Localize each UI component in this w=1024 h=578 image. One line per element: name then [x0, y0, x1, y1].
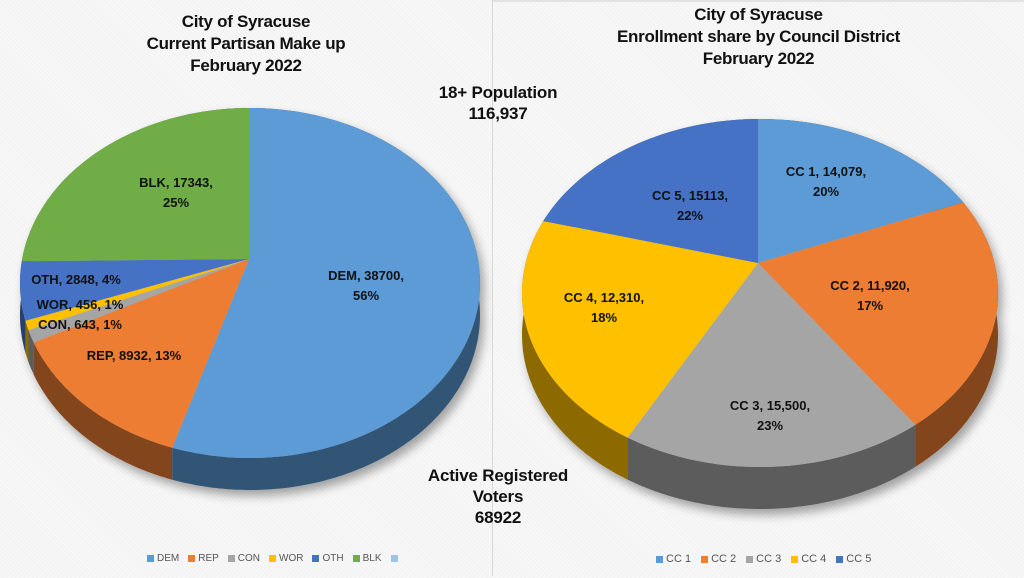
active-voters-note: Active Registered Voters 68922	[388, 465, 608, 528]
legend-label: CC 4	[801, 553, 827, 565]
pie-slice-oth[interactable]	[20, 259, 249, 321]
right-title-line-3: February 2022	[702, 49, 815, 68]
legend-item-wor: WOR	[269, 553, 303, 564]
data-label-dem: DEM, 38700, 56%	[328, 268, 404, 303]
pie-side-wor	[25, 320, 29, 362]
legend-item-blk: BLK	[352, 553, 382, 564]
legend-label: CC 2	[711, 553, 737, 565]
legend-label: OTH	[322, 553, 344, 564]
pie-side-rep	[33, 342, 173, 480]
legend-item-cc-5: CC 5	[836, 553, 871, 565]
pie-slice-rep[interactable]	[33, 259, 250, 448]
legend-label: WOR	[279, 553, 304, 564]
council-district-pie-chart	[522, 119, 998, 509]
pie-slice-blk[interactable]	[21, 108, 249, 262]
legend-label: CC 5	[846, 553, 872, 565]
legend-item-rep: REP	[188, 553, 219, 564]
right-chart-panel	[493, 0, 1024, 578]
legend-label: DEM	[157, 553, 180, 564]
pie-slice-wor[interactable]	[25, 259, 250, 330]
left-title-line-2: Current Partisan Make up	[146, 34, 346, 53]
population-label: 18+ Population	[438, 83, 558, 102]
voters-line-3: 68922	[474, 508, 522, 527]
legend-label: CON	[237, 553, 261, 564]
legend-swatch	[746, 555, 754, 563]
legend-item-cc-2: CC 2	[701, 553, 736, 565]
legend-swatch	[701, 555, 709, 563]
legend-swatch	[188, 555, 196, 562]
right-title-line-1: City of Syracuse	[694, 5, 823, 24]
pie-slice-cc-5[interactable]	[543, 119, 758, 263]
data-label-cc-3: CC 3, 15,500, 23%	[730, 398, 810, 433]
council-legend: CC 1 CC 2 CC 3 CC 4 CC 5	[656, 553, 871, 565]
pie-slice-cc-2[interactable]	[758, 202, 998, 425]
legend-item-cc-1: CC 1	[656, 553, 691, 565]
data-label-cc-1: CC 1, 14,079, 20%	[786, 164, 866, 199]
pie-slice-cc-3[interactable]	[627, 263, 916, 467]
pie-side-cc-3	[627, 424, 916, 509]
right-title-line-2: Enrollment share by Council District	[617, 27, 900, 46]
left-chart-panel	[0, 0, 493, 576]
pie-slice-dem[interactable]	[172, 108, 480, 458]
legend-label: BLK	[362, 553, 382, 564]
legend-swatch	[352, 555, 360, 562]
legend-item-dem: DEM	[147, 553, 179, 564]
data-label-con: CON, 643, 1%	[38, 317, 122, 332]
legend-swatch	[269, 555, 277, 562]
pie-slice-cc-1[interactable]	[758, 119, 964, 263]
partisan-pie-chart	[20, 108, 480, 490]
data-label-cc-5: CC 5, 15113, 22%	[652, 188, 728, 223]
population-value: 116,937	[468, 104, 528, 123]
legend-swatch	[312, 555, 320, 562]
legend-swatch	[147, 555, 154, 562]
population-note: 18+ Population 116,937	[388, 82, 608, 124]
legend-label: REP	[198, 553, 219, 564]
pie-slice-con[interactable]	[28, 259, 250, 343]
voters-line-1: Active Registered	[427, 466, 569, 485]
left-title-line-1: City of Syracuse	[181, 12, 311, 31]
legend-swatch	[227, 555, 235, 562]
legend-item-cc-4: CC 4	[791, 553, 826, 565]
legend-item-con: CON	[227, 553, 261, 564]
left-chart-title: City of Syracuse Current Partisan Make u…	[0, 11, 492, 77]
partisan-data-labels: DEM, 38700, 56% REP, 8932, 13% CON, 643, 1%…	[31, 175, 404, 363]
council-data-labels: CC 1, 14,079, 20% CC 2, 11,920, 17% CC 3, 15…	[564, 164, 910, 433]
data-label-wor: WOR, 456, 1%	[37, 297, 124, 312]
voters-line-2: Voters	[472, 487, 524, 506]
legend-swatch	[791, 555, 799, 563]
legend-label: CC 1	[666, 553, 692, 565]
legend-item-blank	[390, 553, 401, 564]
legend-swatch	[390, 555, 398, 562]
pie-side-cc-2	[915, 202, 998, 467]
right-chart-title: City of Syracuse Enrollment share by Cou…	[493, 4, 1024, 70]
partisan-legend: DEM REP CON WOR OTH BLK	[147, 553, 401, 564]
pie-slice-cc-4[interactable]	[522, 221, 758, 438]
data-label-blk: BLK, 17343, 25%	[139, 175, 213, 210]
legend-item-oth: OTH	[312, 553, 344, 564]
legend-swatch	[656, 555, 663, 563]
legend-swatch	[836, 555, 844, 563]
legend-label: CC 3	[756, 553, 782, 565]
pie-side-con	[28, 330, 34, 375]
data-label-rep: REP, 8932, 13%	[87, 348, 182, 363]
left-title-line-3: February 2022	[190, 56, 302, 75]
legend-item-cc-3: CC 3	[746, 553, 781, 565]
data-label-cc-2: CC 2, 11,920, 17%	[830, 278, 910, 313]
data-label-cc-4: CC 4, 12,310, 18%	[564, 290, 644, 325]
data-label-oth: OTH, 2848, 4%	[31, 272, 121, 287]
